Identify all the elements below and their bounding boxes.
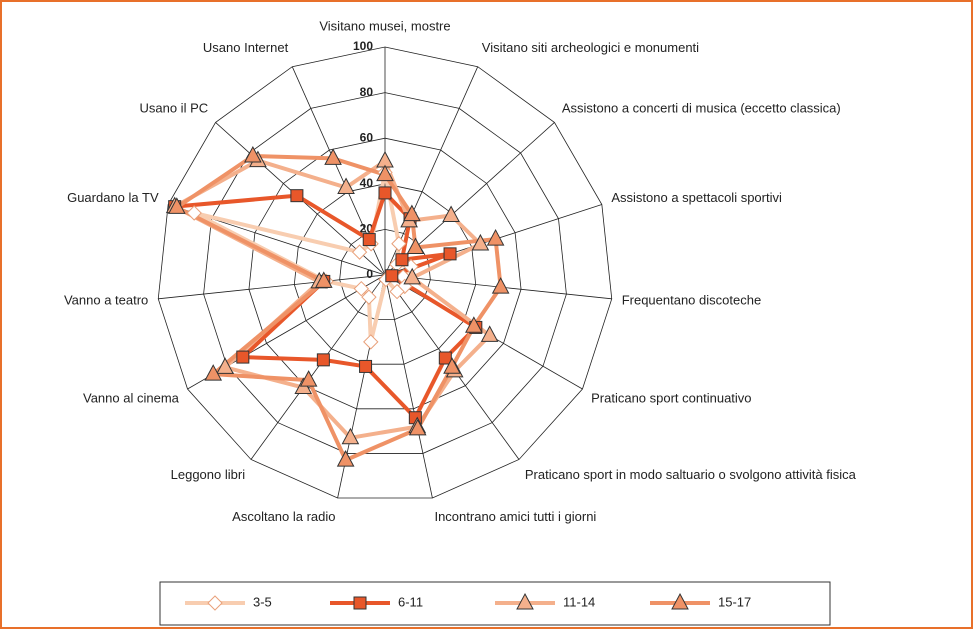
marker — [299, 370, 318, 387]
marker — [207, 595, 223, 611]
grid-ring — [339, 228, 431, 321]
series-line — [172, 190, 478, 420]
legend-label: 6-11 — [398, 594, 423, 609]
marker — [395, 253, 409, 267]
category-label: Vanno al cinema — [83, 390, 180, 405]
marker — [353, 596, 367, 610]
legend-label: 3-5 — [253, 594, 272, 609]
marker — [438, 351, 452, 365]
marker — [216, 357, 234, 374]
marker — [486, 229, 505, 246]
marker — [406, 237, 425, 255]
legend-label: 15-17 — [718, 594, 751, 609]
marker — [353, 280, 370, 297]
marker — [471, 233, 490, 251]
marker — [443, 247, 457, 261]
marker — [351, 244, 368, 260]
marker — [671, 592, 689, 610]
category-label: Usano il PC — [139, 100, 208, 115]
spoke — [384, 274, 433, 499]
series-line — [172, 158, 492, 440]
marker — [385, 269, 399, 283]
spoke — [250, 274, 386, 460]
marker — [236, 350, 250, 364]
y-tick-label: 40 — [360, 176, 374, 190]
marker — [314, 271, 333, 288]
category-label: Visitano siti archeologici e monumenti — [482, 40, 699, 55]
marker — [389, 283, 405, 300]
marker — [491, 277, 510, 294]
series-line — [174, 154, 503, 463]
category-label: Praticano sport continuativo — [591, 390, 751, 405]
marker — [244, 145, 262, 163]
category-label: Assistono a concerti di musica (eccetto … — [562, 100, 841, 115]
marker — [337, 177, 355, 195]
y-tick-label: 80 — [360, 85, 374, 99]
category-label: Usano Internet — [203, 40, 289, 55]
marker — [341, 427, 360, 445]
category-label: Ascoltano la radio — [232, 509, 335, 524]
y-tick-label: 60 — [360, 130, 374, 144]
marker — [361, 289, 377, 305]
category-label: Guardano la TV — [67, 190, 159, 205]
category-label: Visitano musei, mostre — [319, 18, 450, 33]
marker — [403, 204, 421, 222]
marker — [186, 205, 202, 221]
marker — [378, 186, 392, 200]
marker — [362, 233, 376, 247]
legend-label: 11-14 — [563, 594, 595, 609]
marker — [403, 267, 422, 285]
marker — [465, 316, 483, 333]
category-label: Frequentano discoteche — [622, 292, 761, 307]
marker — [336, 450, 355, 467]
category-label: Leggono libri — [171, 467, 246, 482]
y-tick-label: 0 — [366, 267, 373, 281]
category-label: Assistono a spettacoli sportivi — [611, 190, 782, 205]
marker — [167, 197, 186, 214]
y-tick-label: 100 — [353, 39, 373, 53]
category-label: Vanno a teatro — [64, 292, 148, 307]
marker — [204, 364, 223, 381]
marker — [391, 236, 407, 252]
grid-ring — [293, 183, 477, 365]
marker — [359, 359, 373, 373]
marker — [363, 334, 379, 350]
marker — [290, 189, 304, 203]
category-label: Praticano sport in modo saltuario o svol… — [525, 467, 857, 482]
marker — [443, 357, 461, 374]
marker — [376, 164, 394, 182]
marker — [408, 418, 427, 436]
grid-ring — [203, 92, 567, 454]
marker — [324, 148, 342, 165]
marker — [516, 592, 534, 610]
category-label: Incontrano amici tutti i giorni — [434, 509, 596, 524]
grid-ring — [157, 46, 613, 499]
marker — [316, 353, 330, 367]
grid-ring — [248, 137, 522, 410]
spoke — [158, 274, 386, 300]
marker — [480, 325, 499, 342]
marker — [442, 205, 460, 223]
